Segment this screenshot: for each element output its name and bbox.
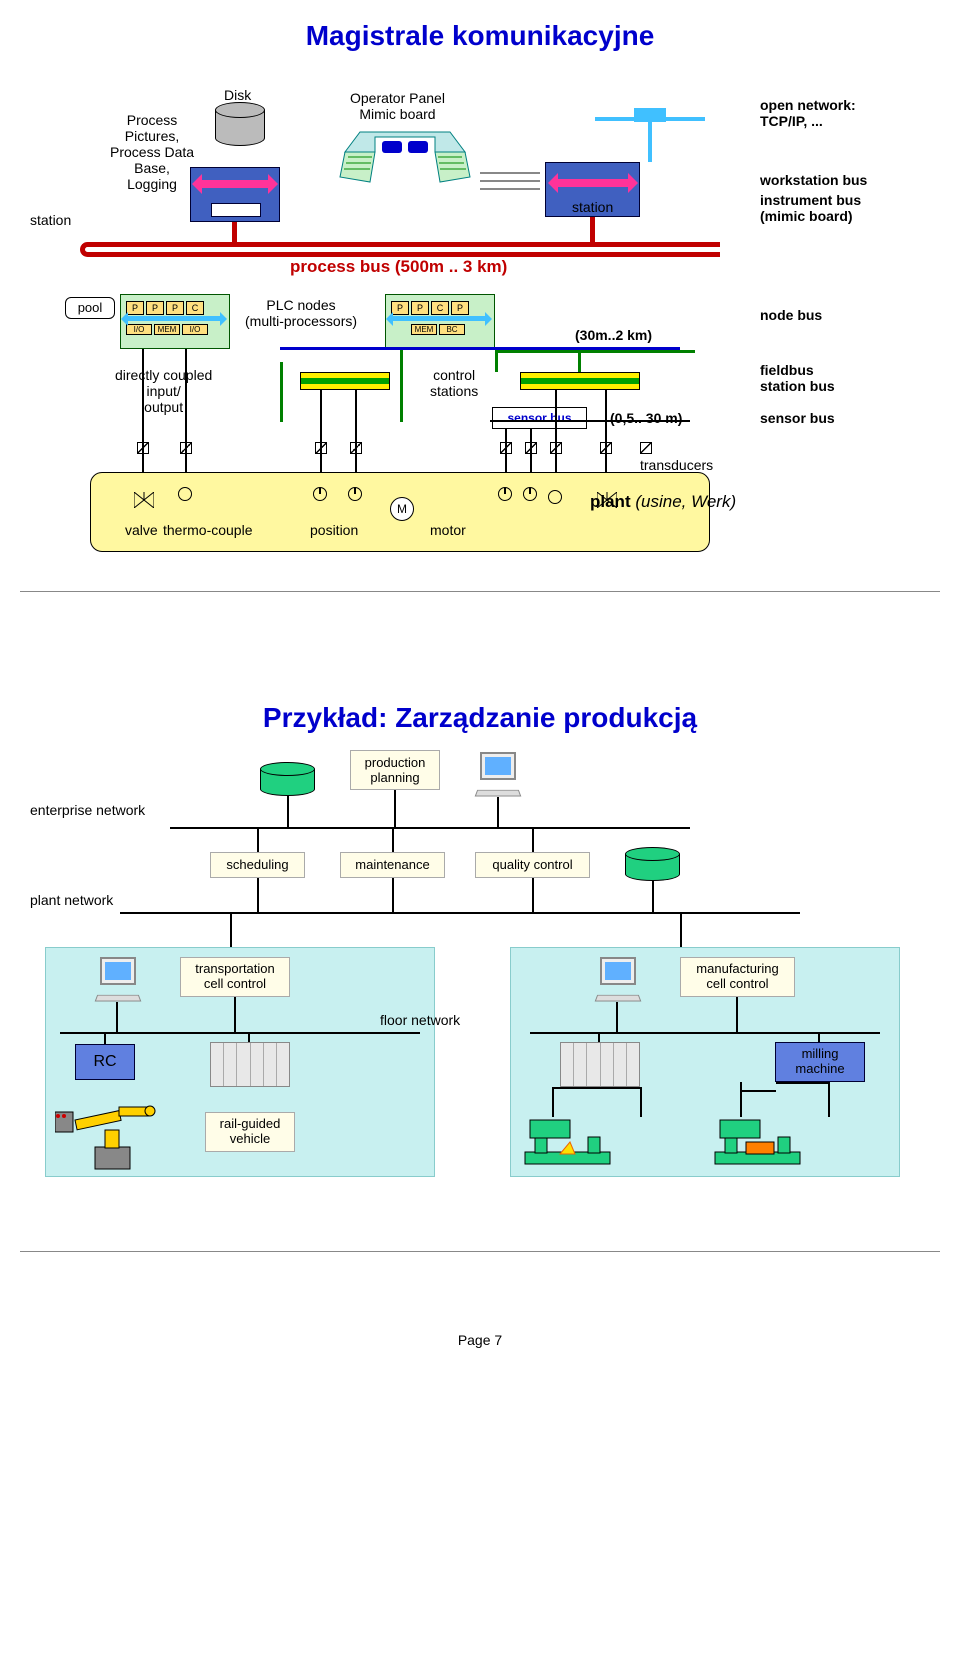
process-bus-label: process bus (500m .. 3 km) bbox=[290, 257, 507, 277]
pool-box: PPPC I/OMEMI/O bbox=[120, 294, 230, 349]
arrow-station-left bbox=[202, 180, 268, 188]
maintenance-box: maintenance bbox=[340, 852, 445, 878]
plant-network-label: plant network bbox=[30, 892, 113, 908]
diagram-1: station Process Pictures, Process Data B… bbox=[20, 72, 940, 592]
fieldbus-label: fieldbus station bus bbox=[760, 362, 835, 394]
station-left-box bbox=[190, 167, 280, 222]
title-2: Przykład: Zarządzanie produkcją bbox=[20, 702, 940, 734]
open-network-label: open network: TCP/IP, ... bbox=[760, 97, 856, 129]
control-stations-label: control stations bbox=[430, 367, 478, 399]
rail-guided-box: rail-guided vehicle bbox=[205, 1112, 295, 1152]
motor-label: motor bbox=[430, 522, 466, 538]
valve-icon bbox=[134, 492, 154, 508]
page-footer: Page 7 bbox=[20, 1332, 940, 1348]
diagram-2: Przykład: Zarządzanie produkcją enterpri… bbox=[20, 692, 940, 1252]
operator-panel-label: Operator Panel Mimic board bbox=[350, 90, 445, 122]
directly-coupled-label: directly coupled input/ output bbox=[115, 367, 212, 415]
computer-icon-2 bbox=[90, 957, 145, 1002]
plc-box: PPCP MEMBC bbox=[385, 294, 495, 349]
thermo-icon bbox=[178, 487, 192, 501]
plc-nodes-label: PLC nodes (multi-processors) bbox=[245, 297, 357, 329]
instrument-bus-label: instrument bus (mimic board) bbox=[760, 192, 861, 224]
quality-box: quality control bbox=[475, 852, 590, 878]
rack-icon-2 bbox=[560, 1042, 640, 1087]
disk-icon bbox=[215, 102, 265, 147]
node-bus-label: node bus bbox=[760, 307, 822, 323]
transducers-label: transducers bbox=[640, 457, 713, 473]
robot-icon bbox=[55, 1102, 165, 1172]
floor-network-label: floor network bbox=[380, 1012, 460, 1028]
computer-icon-1 bbox=[470, 752, 525, 797]
enterprise-network-label: enterprise network bbox=[30, 802, 145, 818]
db-icon-2 bbox=[625, 847, 680, 881]
rack-icon-1 bbox=[210, 1042, 290, 1087]
sensor-bus-box: sensor bus bbox=[492, 407, 587, 429]
rc-box: RC bbox=[75, 1044, 135, 1080]
sensor-bus2-label: sensor bus bbox=[760, 410, 835, 426]
pool-label: pool bbox=[65, 297, 115, 319]
position-label: position bbox=[310, 522, 358, 538]
workstation-bus-label: workstation bus bbox=[760, 172, 867, 188]
transportation-box: transportation cell control bbox=[180, 957, 290, 997]
computer-icon-3 bbox=[590, 957, 645, 1002]
manufacturing-box: manufacturing cell control bbox=[680, 957, 795, 997]
mimic-board-icon bbox=[330, 127, 480, 207]
scheduling-box: scheduling bbox=[210, 852, 305, 878]
control-station-bar-2 bbox=[520, 372, 640, 390]
plant-label: plant (usine, Werk) bbox=[590, 492, 736, 512]
control-station-bar-1 bbox=[300, 372, 390, 390]
valve-label: valve bbox=[125, 522, 158, 538]
process-pictures-label: Process Pictures, Process Data Base, Log… bbox=[110, 112, 194, 192]
station-right-label: station bbox=[572, 199, 613, 215]
range-30m-label: (30m..2 km) bbox=[575, 327, 652, 343]
arrow-station-right bbox=[558, 179, 628, 187]
disk-label: Disk bbox=[224, 87, 251, 103]
station-left-label: station bbox=[30, 212, 71, 228]
motor-icon: M bbox=[390, 497, 414, 521]
milling-icon-1 bbox=[520, 1112, 615, 1177]
milling-box: milling machine bbox=[775, 1042, 865, 1082]
milling-icon-2 bbox=[710, 1112, 805, 1177]
db-icon-1 bbox=[260, 762, 315, 796]
production-planning-box: production planning bbox=[350, 750, 440, 790]
title-1: Magistrale komunikacyjne bbox=[20, 20, 940, 52]
range-05-label: (0,5.. 30 m) bbox=[610, 410, 682, 426]
thermo-label: thermo-couple bbox=[163, 522, 253, 538]
